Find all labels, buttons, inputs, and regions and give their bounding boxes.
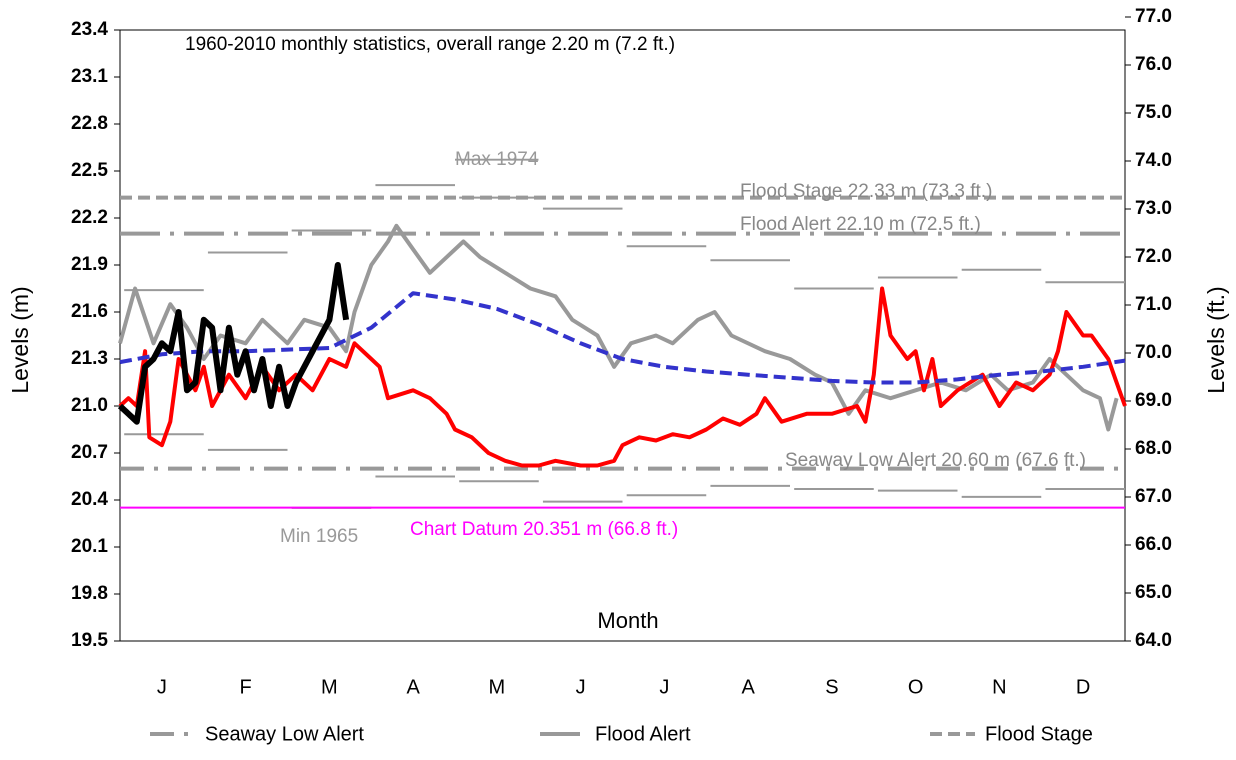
y-tick-label: 19.5: [71, 630, 108, 651]
series-line: [119, 291, 1126, 385]
subtitle: 1960-2010 monthly statistics, overall ra…: [185, 34, 675, 55]
x-tick-label: J: [157, 676, 167, 698]
y2-tick-label: 76.0: [1135, 54, 1172, 75]
x-tick-label: A: [741, 676, 755, 698]
max-label: Max 1974: [455, 149, 539, 170]
series-line: [118, 286, 1127, 468]
y2-tick-label: 70.0: [1135, 342, 1172, 363]
y2-tick-label: 74.0: [1135, 150, 1172, 171]
y-tick-label: 22.2: [71, 207, 108, 228]
y2-tick-label: 69.0: [1135, 390, 1172, 411]
x-tick-label: S: [825, 676, 838, 698]
y2-tick-label: 67.0: [1135, 486, 1172, 507]
y-axis-title: Levels (m): [7, 286, 33, 393]
y-tick-label: 23.4: [71, 19, 108, 40]
legend-label: Seaway Low Alert: [205, 723, 364, 745]
reference-label: Flood Alert 22.10 m (72.5 ft.): [740, 214, 981, 235]
y2-tick-label: 66.0: [1135, 534, 1172, 555]
x-tick-label: J: [659, 676, 669, 698]
y2-tick-label: 72.0: [1135, 246, 1172, 267]
x-tick-label: M: [321, 676, 338, 698]
y-tick-label: 23.1: [71, 66, 108, 87]
y-tick-label: 21.3: [71, 348, 108, 369]
y2-tick-label: 77.0: [1135, 6, 1172, 27]
x-axis-title: Month: [597, 608, 658, 633]
x-tick-label: N: [992, 676, 1006, 698]
x-tick-label: J: [576, 676, 586, 698]
series-line: [117, 262, 350, 425]
y-tick-label: 20.7: [71, 442, 108, 463]
x-tick-label: D: [1076, 676, 1090, 698]
y-tick-label: 20.4: [71, 489, 108, 510]
min-label: Min 1965: [280, 526, 358, 547]
y-tick-label: 20.1: [71, 536, 108, 557]
plot-frame: [119, 29, 1126, 642]
y-tick-label: 21.0: [71, 395, 108, 416]
series-line: [118, 223, 1119, 432]
y2-tick-label: 65.0: [1135, 582, 1172, 603]
y2-tick-label: 73.0: [1135, 198, 1172, 219]
y2-tick-label: 71.0: [1135, 294, 1172, 315]
x-tick-label: F: [240, 676, 252, 698]
x-tick-label: O: [908, 676, 924, 698]
y2-tick-label: 75.0: [1135, 102, 1172, 123]
reference-label: Seaway Low Alert 20.60 m (67.6 ft.): [785, 450, 1086, 471]
y-tick-label: 19.8: [71, 583, 108, 604]
y2-tick-label: 64.0: [1135, 630, 1172, 651]
legend-label: Flood Alert: [595, 723, 691, 745]
y-tick-label: 22.5: [71, 160, 108, 181]
y2-tick-label: 68.0: [1135, 438, 1172, 459]
y2-axis-title: Levels (ft.): [1203, 286, 1229, 393]
y-tick-label: 22.8: [71, 113, 108, 134]
y-tick-label: 21.6: [71, 301, 108, 322]
y-tick-label: 21.9: [71, 254, 108, 275]
x-tick-label: A: [406, 676, 420, 698]
reference-label: Chart Datum 20.351 m (66.8 ft.): [410, 519, 678, 540]
x-tick-label: M: [489, 676, 506, 698]
reference-label: Flood Stage 22.33 m (73.3 ft.): [740, 181, 992, 202]
legend-label: Flood Stage: [985, 723, 1093, 745]
